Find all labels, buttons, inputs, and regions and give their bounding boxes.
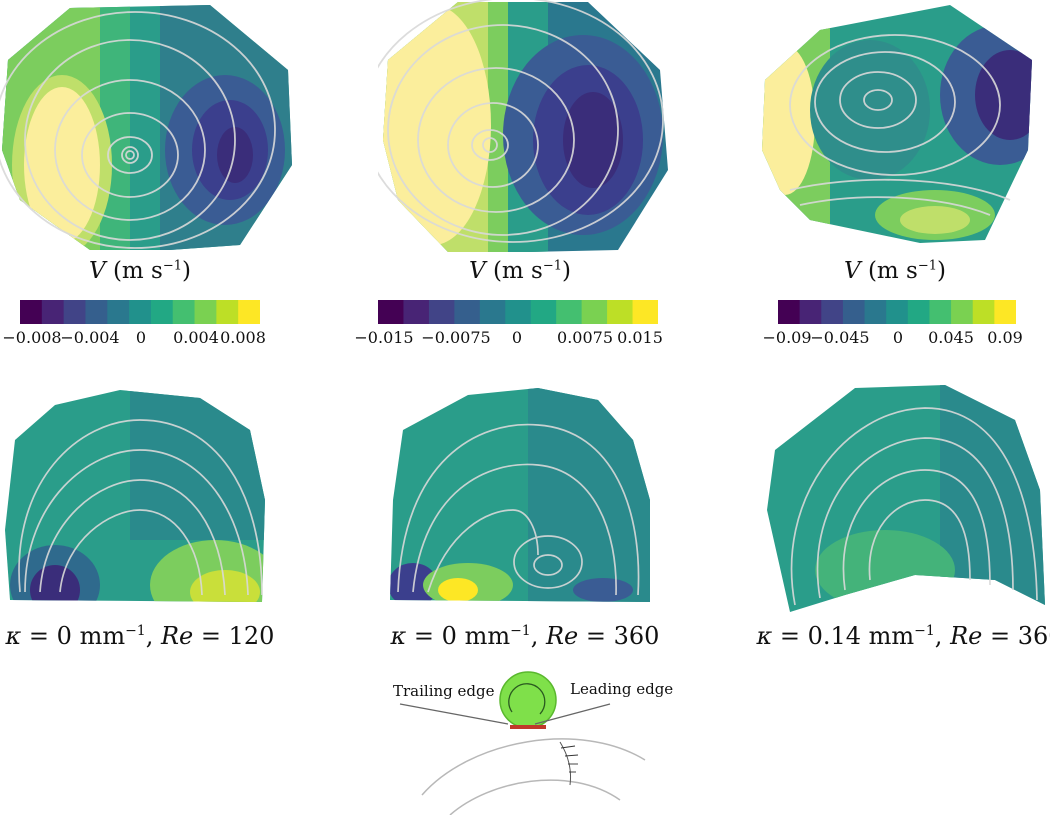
colorbar-segment bbox=[194, 300, 217, 324]
schematic-arrows bbox=[399, 703, 611, 725]
tick-label: 0.045 bbox=[928, 328, 974, 347]
tick-label: −0.09 bbox=[762, 328, 812, 347]
colorbar-segment bbox=[929, 300, 952, 324]
colorbar-segment bbox=[150, 300, 174, 324]
tick-label: 0.004 bbox=[173, 328, 219, 347]
colorbar-ticks: −0.015 −0.0075 0 0.0075 0.015 bbox=[350, 328, 670, 348]
colorbar-segment bbox=[951, 300, 974, 324]
tick-label: −0.008 bbox=[2, 328, 62, 347]
field-plot-top-3 bbox=[762, 5, 1032, 243]
variable-label: V (m s−1) bbox=[89, 258, 191, 284]
tick-label: −0.004 bbox=[60, 328, 120, 347]
tick-label: 0.09 bbox=[987, 328, 1023, 347]
colorbar-segment bbox=[403, 300, 430, 324]
field-plot-bottom-2 bbox=[390, 388, 650, 602]
colorbar-ticks: −0.09 −0.045 0 0.045 0.09 bbox=[760, 328, 1040, 348]
colorbar-segment bbox=[864, 300, 887, 324]
colorbar-segment bbox=[107, 300, 130, 324]
colorbar-segment bbox=[428, 300, 455, 324]
colorbar-ticks: −0.008 −0.004 0 0.004 0.008 bbox=[0, 328, 280, 348]
colorbar-segment bbox=[556, 300, 583, 324]
colorbar-segment bbox=[842, 300, 866, 324]
colorbar bbox=[20, 300, 260, 324]
colorbar-segment bbox=[530, 300, 557, 324]
tick-label: 0.008 bbox=[220, 328, 266, 347]
colorbar-segment bbox=[172, 300, 196, 324]
field-plot-bottom-1 bbox=[5, 390, 265, 602]
colorbar-segment bbox=[581, 300, 608, 324]
tick-label: 0.0075 bbox=[557, 328, 613, 347]
colorbar-segment bbox=[378, 300, 404, 324]
colorbar-segment bbox=[607, 300, 634, 324]
variable-label: V (m s−1) bbox=[844, 258, 946, 284]
colorbar bbox=[378, 300, 658, 324]
trailing-edge-arrow bbox=[399, 703, 509, 725]
trailing-edge-label: Trailing edge bbox=[393, 682, 495, 700]
colorbar-segment bbox=[907, 300, 930, 324]
colorbar-segment bbox=[799, 300, 822, 324]
colorbar-segment bbox=[886, 300, 909, 324]
colorbar-segment bbox=[479, 300, 506, 324]
colorbar-segment bbox=[972, 300, 995, 324]
panel-caption: κ = 0.14 mm−1, Re = 360 bbox=[756, 622, 1050, 650]
colorbar-segment bbox=[41, 300, 65, 324]
colorbar-segment bbox=[63, 300, 86, 324]
field-plot-top-1 bbox=[0, 5, 292, 250]
tick-label: −0.0075 bbox=[421, 328, 491, 347]
field-plot-top-2 bbox=[378, 0, 668, 252]
colorbar-segment bbox=[505, 300, 532, 324]
panel-caption: κ = 0 mm−1, Re = 120 bbox=[5, 622, 275, 650]
tick-label: 0 bbox=[892, 328, 904, 347]
colorbar-segment bbox=[129, 300, 152, 324]
colorbar-segment bbox=[821, 300, 844, 324]
tick-label: 0 bbox=[135, 328, 147, 347]
tick-label: 0 bbox=[511, 328, 523, 347]
colorbar-segment bbox=[20, 300, 43, 324]
colorbar-segment bbox=[454, 300, 481, 324]
colorbar bbox=[778, 300, 1016, 324]
curvature-schematic bbox=[421, 671, 646, 815]
tick-label: −0.045 bbox=[810, 328, 870, 347]
colorbar-segment bbox=[994, 300, 1016, 324]
colorbar-segment bbox=[238, 300, 260, 324]
colorbar-segment bbox=[216, 300, 239, 324]
panel-caption: κ = 0 mm−1, Re = 360 bbox=[390, 622, 660, 650]
tick-label: −0.015 bbox=[354, 328, 414, 347]
leading-edge-label: Leading edge bbox=[570, 680, 674, 698]
tick-label: 0.015 bbox=[617, 328, 663, 347]
colorbar-segment bbox=[632, 300, 658, 324]
variable-label: V (m s−1) bbox=[469, 258, 571, 284]
leading-edge-arrow bbox=[534, 703, 611, 725]
colorbar-segment bbox=[85, 300, 108, 324]
field-plot-bottom-3 bbox=[767, 385, 1045, 612]
colorbar-segment bbox=[778, 300, 801, 324]
